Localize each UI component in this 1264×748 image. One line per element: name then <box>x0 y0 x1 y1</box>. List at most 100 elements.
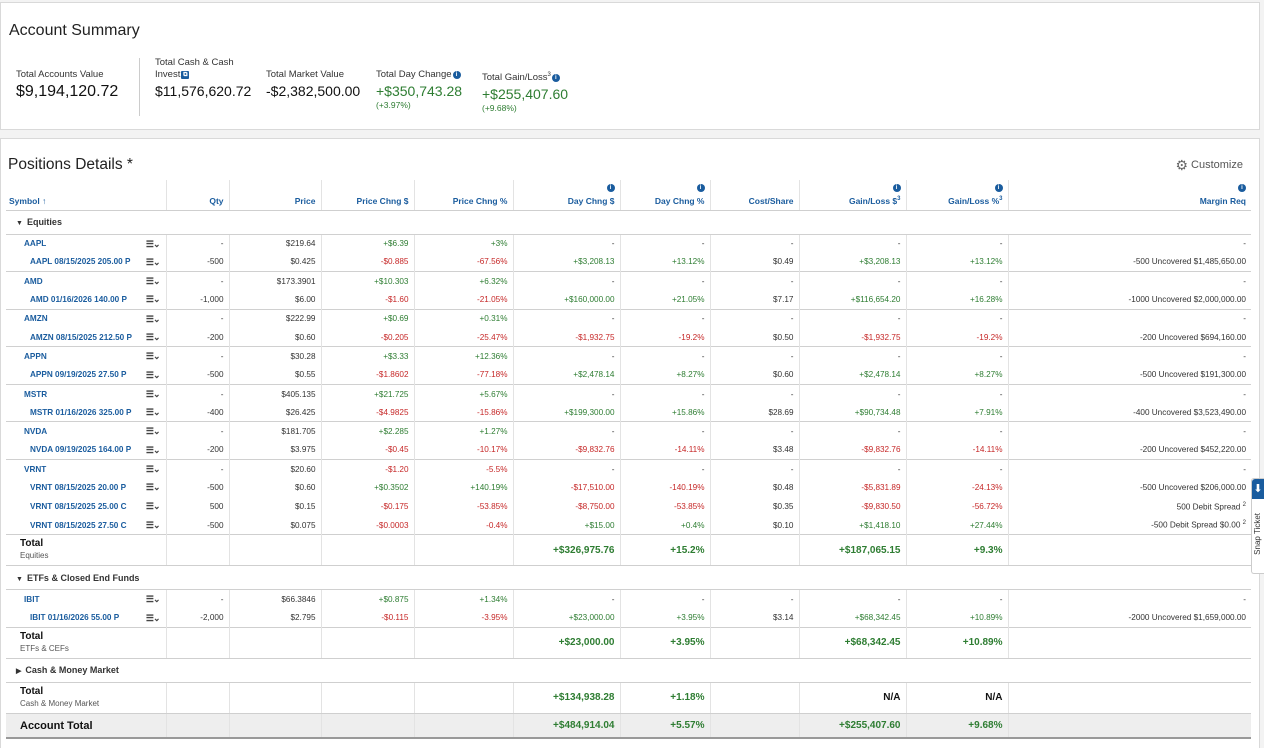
actions-menu-icon[interactable]: ☰⌄ <box>145 594 161 605</box>
table-row[interactable]: AAPL ☰⌄ - $219.64 +$6.39 +3% - - - - - - <box>6 233 1251 253</box>
symbol-link[interactable]: AMZN 08/15/2025 212.50 P ☰⌄ <box>30 331 161 342</box>
table-row[interactable]: VRNT ☰⌄ - $20.60 -$1.20 -5.5% - - - - - - <box>6 459 1251 479</box>
section-etfs[interactable]: ▼ ETFs & Closed End Funds <box>6 565 1251 590</box>
total-gain-loss-dollar: N/A <box>798 681 906 714</box>
table-row[interactable]: NVDA ☰⌄ - $181.705 +$2.285 +1.27% - - - - - - <box>6 421 1251 441</box>
symbol-link[interactable]: AMZN ☰⌄ <box>6 308 166 328</box>
table-row[interactable]: VRNT 08/15/2025 25.00 C ☰⌄ 500 $0.15 -$0.175… <box>6 497 1251 516</box>
cell-pcd: +$3.33 <box>320 346 414 366</box>
col-price[interactable]: Price <box>228 180 321 211</box>
table-row[interactable]: IBIT ☰⌄ - $66.3846 +$0.875 +1.34% - - - - - - <box>6 589 1251 609</box>
cell-dcp: - <box>619 383 710 404</box>
actions-menu-icon[interactable]: ☰⌄ <box>145 426 161 437</box>
snap-ticket-tab[interactable]: ⬇ Snap Ticket <box>1251 478 1264 574</box>
col-symbol[interactable]: Symbol ↑ <box>6 180 166 211</box>
table-row[interactable]: APPN ☰⌄ - $30.28 +$3.33 +12.36% - - - - - - <box>6 346 1251 366</box>
symbol-link[interactable]: AAPL ☰⌄ <box>6 233 166 253</box>
col-price-chng-pct[interactable]: Price Chng % <box>413 180 513 211</box>
info-icon[interactable]: i <box>1238 183 1246 192</box>
col-price-chng-dollar[interactable]: Price Chng $ <box>320 180 414 211</box>
symbol-link[interactable]: VRNT 08/15/2025 27.50 C ☰⌄ <box>30 519 161 530</box>
cell-pcd: +$21.725 <box>320 383 414 404</box>
col-margin-req[interactable]: i Margin Req <box>1007 180 1251 211</box>
table-row[interactable]: AMZN ☰⌄ - $222.99 +$0.69 +0.31% - - - - - - <box>6 308 1251 328</box>
total-day-chng-pct: +1.18% <box>619 681 710 714</box>
actions-menu-icon[interactable]: ☰⌄ <box>145 313 161 324</box>
customize-button[interactable]: ⚙ Customize <box>1175 157 1243 173</box>
cell-price: $219.64 <box>228 233 321 253</box>
actions-menu-icon[interactable]: ☰⌄ <box>145 407 161 418</box>
table-row[interactable]: NVDA 09/19/2025 164.00 P ☰⌄ -200 $3.975 -$0.… <box>6 440 1251 460</box>
table-row[interactable]: MSTR ☰⌄ - $405.135 +$21.725 +5.67% - - - - - - <box>6 383 1251 404</box>
col-cost-share[interactable]: Cost/Share <box>709 180 799 211</box>
cell-gld: +$90,734.48 <box>798 403 906 422</box>
copy-icon[interactable]: ⧉ <box>181 71 190 79</box>
symbol-link[interactable]: APPN ☰⌄ <box>6 346 166 366</box>
col-gain-loss-dollar[interactable]: i Gain/Loss $3 <box>798 180 906 211</box>
cell-price: $66.3846 <box>228 589 321 609</box>
table-row[interactable]: AAPL 08/15/2025 205.00 P ☰⌄ -500 $0.425 -$0.… <box>6 252 1251 272</box>
cell-cost: - <box>709 589 799 609</box>
col-gain-loss-pct[interactable]: i Gain/Loss %3 <box>905 180 1008 211</box>
symbol-link[interactable]: IBIT 01/16/2026 55.00 P ☰⌄ <box>30 612 161 623</box>
symbol-link[interactable]: MSTR ☰⌄ <box>6 383 166 404</box>
table-row[interactable]: MSTR 01/16/2026 325.00 P ☰⌄ -400 $26.425 -$4… <box>6 403 1251 422</box>
cell-pcd: +$0.875 <box>320 589 414 609</box>
col-day-chng-dollar[interactable]: i Day Chng $ <box>512 180 620 211</box>
symbol-link[interactable]: IBIT ☰⌄ <box>6 589 166 609</box>
symbol-link[interactable]: MSTR 01/16/2026 325.00 P ☰⌄ <box>30 407 161 418</box>
cell-price: $6.00 <box>228 290 321 310</box>
info-icon[interactable]: i <box>452 71 461 79</box>
symbol-link[interactable]: NVDA ☰⌄ <box>6 421 166 441</box>
actions-menu-icon[interactable]: ☰⌄ <box>145 369 161 380</box>
cell-dcd: +$23,000.00 <box>512 608 620 628</box>
section-equities[interactable]: ▼ Equities <box>6 209 1251 234</box>
symbol-link[interactable]: AMD ☰⌄ <box>6 271 166 291</box>
info-icon[interactable]: i <box>696 183 705 192</box>
table-row[interactable]: IBIT 01/16/2026 55.00 P ☰⌄ -2,000 $2.795 -$0… <box>6 608 1251 628</box>
col-day-chng-pct[interactable]: i Day Chng % <box>619 180 710 211</box>
actions-menu-icon[interactable]: ☰⌄ <box>145 294 161 305</box>
table-row[interactable]: VRNT 08/15/2025 20.00 P ☰⌄ -500 $0.60 +$0.35… <box>6 478 1251 498</box>
table-row[interactable]: AMZN 08/15/2025 212.50 P ☰⌄ -200 $0.60 -$0.2… <box>6 327 1251 347</box>
cell-qty: - <box>165 346 229 366</box>
symbol-link[interactable]: VRNT ☰⌄ <box>6 459 166 479</box>
actions-menu-icon[interactable]: ☰⌄ <box>145 464 161 475</box>
symbol-link[interactable]: APPN 09/19/2025 27.50 P ☰⌄ <box>30 369 161 380</box>
info-icon[interactable]: i <box>551 74 560 83</box>
symbol-link[interactable]: VRNT 08/15/2025 25.00 C ☰⌄ <box>30 501 161 512</box>
actions-menu-icon[interactable]: ☰⌄ <box>145 501 161 512</box>
actions-menu-icon[interactable]: ☰⌄ <box>145 276 161 287</box>
actions-menu-icon[interactable]: ☰⌄ <box>145 612 161 623</box>
actions-menu-icon[interactable]: ☰⌄ <box>145 444 161 455</box>
col-qty[interactable]: Qty <box>165 180 229 211</box>
actions-menu-icon[interactable]: ☰⌄ <box>145 519 161 530</box>
table-row[interactable]: VRNT 08/15/2025 27.50 C ☰⌄ -500 $0.075 -$0.0… <box>6 515 1251 535</box>
section-cash[interactable]: ▶ Cash & Money Market <box>6 657 1251 683</box>
symbol-link[interactable]: AMD 01/16/2026 140.00 P ☰⌄ <box>30 294 161 305</box>
actions-menu-icon[interactable]: ☰⌄ <box>145 256 161 267</box>
total-row: Account Total +$484,914.04 +5.57% +$255,407… <box>6 712 1251 740</box>
table-row[interactable]: AMD ☰⌄ - $173.3901 +$10.303 +6.32% - - - - - - <box>6 271 1251 291</box>
actions-menu-icon[interactable]: ☰⌄ <box>145 482 161 493</box>
cell-margin: - <box>1007 459 1251 479</box>
symbol-link[interactable]: VRNT 08/15/2025 20.00 P ☰⌄ <box>30 482 161 493</box>
symbol-link[interactable]: AAPL 08/15/2025 205.00 P ☰⌄ <box>30 256 161 267</box>
cell-cost: $3.14 <box>709 608 799 628</box>
cell-glp: - <box>905 589 1008 609</box>
table-row[interactable]: APPN 09/19/2025 27.50 P ☰⌄ -500 $0.55 -$1.86… <box>6 365 1251 385</box>
actions-menu-icon[interactable]: ☰⌄ <box>145 388 161 399</box>
symbol-link[interactable]: NVDA 09/19/2025 164.00 P ☰⌄ <box>30 444 161 455</box>
positions-table: Symbol ↑ Qty Price Price Chng $ Price Ch… <box>6 180 1251 740</box>
total-day-chng-pct: +3.95% <box>619 626 710 659</box>
info-icon[interactable]: i <box>606 183 615 192</box>
actions-menu-icon[interactable]: ☰⌄ <box>145 238 161 249</box>
cell-price: $222.99 <box>228 308 321 328</box>
info-icon[interactable]: i <box>994 183 1003 192</box>
cell-pcp: +3% <box>413 233 513 253</box>
info-icon[interactable]: i <box>892 183 901 192</box>
table-row[interactable]: AMD 01/16/2026 140.00 P ☰⌄ -1,000 $6.00 -$1.… <box>6 290 1251 310</box>
actions-menu-icon[interactable]: ☰⌄ <box>145 331 161 342</box>
cell-margin: -500 Uncovered $206,000.00 <box>1007 478 1251 498</box>
actions-menu-icon[interactable]: ☰⌄ <box>145 351 161 362</box>
